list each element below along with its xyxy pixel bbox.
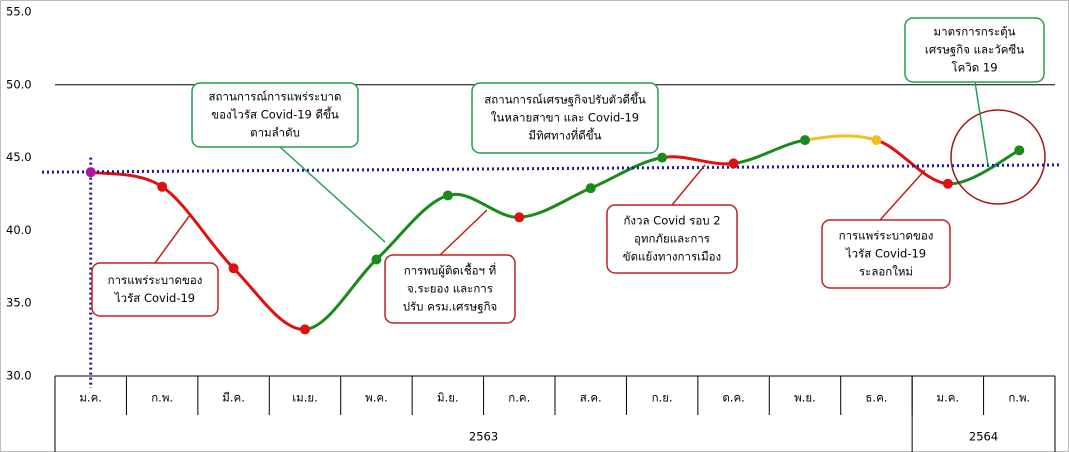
annotation-text: ขัดแย้งทางการเมือง [623, 250, 721, 264]
line-segment [875, 138, 949, 186]
x-tick-label: ส.ค. [580, 391, 602, 405]
annotation-connector [154, 214, 191, 264]
x-tick-label: ก.ค. [508, 391, 530, 405]
annotation-box [91, 262, 219, 317]
point [1014, 145, 1025, 156]
line-segment [375, 194, 449, 261]
y-tick-label: 55.0 [6, 5, 32, 19]
annotation-connector [879, 169, 926, 221]
annotation-text: มีทิศทางที่ดีขึ้น [529, 128, 602, 143]
x-tick-label: เม.ย. [292, 391, 318, 405]
point [585, 183, 596, 194]
year-label: 2563 [469, 430, 498, 444]
line-segment [161, 185, 235, 270]
annotation-text: ของไวรัส Covid-19 ดีขึ้น [211, 107, 339, 122]
point [800, 135, 810, 146]
annotation-text: การแพร่ระบาดของ [108, 273, 203, 287]
y-tick-label: 30.0 [6, 369, 32, 383]
annotation-connector [974, 81, 989, 166]
point [871, 135, 882, 146]
line-segment [519, 186, 592, 219]
annotation-box [606, 204, 738, 274]
point [514, 212, 525, 223]
y-tick-label: 50.0 [6, 77, 32, 91]
annotation-box [904, 17, 1045, 83]
annotation-text: เศรษฐกิจ และวัคซีน [925, 43, 1024, 57]
annotation-text: มาตรการกระตุ้น [934, 25, 1016, 39]
line-segment [661, 155, 734, 166]
y-tick-label: 45.0 [6, 150, 32, 164]
highlight-circle [950, 109, 1046, 205]
x-tick-label: พ.ย. [794, 391, 816, 405]
point [442, 190, 453, 201]
annotation-text: การแพร่ระบาดของ [839, 229, 934, 243]
point [85, 167, 96, 178]
x-tick-label: มี.ค. [222, 391, 245, 405]
annotation-text: ปรับ ครม.เศรษฐกิจ [403, 300, 498, 314]
x-tick-label: มิ.ย. [437, 391, 459, 405]
reference-line [41, 163, 1063, 174]
line-segment [733, 138, 806, 165]
annotation-text: อุทกภัยและการ [634, 232, 710, 246]
line-segment [590, 156, 663, 190]
annotation-text: ไวรัส Covid-19 [845, 247, 926, 261]
annotation-text: สถานการณ์เศรษฐกิจปรับตัวดีขึ้น [484, 92, 646, 107]
annotation-text: โควิด 19 [951, 61, 997, 75]
line-segment [304, 258, 378, 331]
point [157, 181, 168, 192]
annotation-box [191, 82, 359, 148]
y-tick-label: 35.0 [6, 296, 32, 310]
annotation-text: กังวล Covid รอบ 2 [623, 214, 720, 228]
point [300, 324, 310, 335]
annotation-connector [439, 209, 488, 256]
annotation-text: ในหลายสาขา และ Covid-19 [491, 111, 639, 125]
x-tick-label: ก.พ. [1008, 391, 1030, 405]
x-tick-label: ม.ค. [79, 391, 102, 405]
annotation-connector [671, 164, 706, 206]
annotation-text: สถานการณ์การแพร่ระบาด [209, 90, 342, 104]
annotation-box [821, 219, 951, 289]
point [728, 158, 739, 169]
line-segment [447, 192, 520, 219]
point [657, 152, 668, 163]
x-tick-label: ม.ค. [937, 391, 960, 405]
annotation-box [384, 254, 516, 324]
year-label: 2564 [969, 430, 998, 444]
x-tick-label: ก.พ. [151, 391, 173, 405]
annotation-text: ระลอกใหม่ [859, 265, 913, 279]
point [371, 254, 382, 265]
point [228, 263, 239, 274]
annotation-connector [279, 146, 386, 243]
x-tick-label: พ.ค. [365, 391, 388, 405]
point [942, 178, 953, 189]
line-segment [232, 267, 306, 331]
x-tick-label: ก.ย. [652, 391, 673, 405]
annotation-text: จ.ระยอง และการ [407, 282, 493, 296]
annotation-box [471, 82, 659, 154]
x-tick-label: ต.ค. [722, 391, 744, 405]
line-segment [804, 134, 877, 142]
annotation-text: การพบผู้ติดเชื้อฯ ที่ [404, 263, 497, 278]
y-tick-label: 40.0 [6, 223, 32, 237]
x-tick-label: ธ.ค. [865, 391, 887, 405]
annotation-text: ไวรัส Covid-19 [114, 291, 195, 305]
annotation-text: ตามลำดับ [250, 126, 300, 140]
